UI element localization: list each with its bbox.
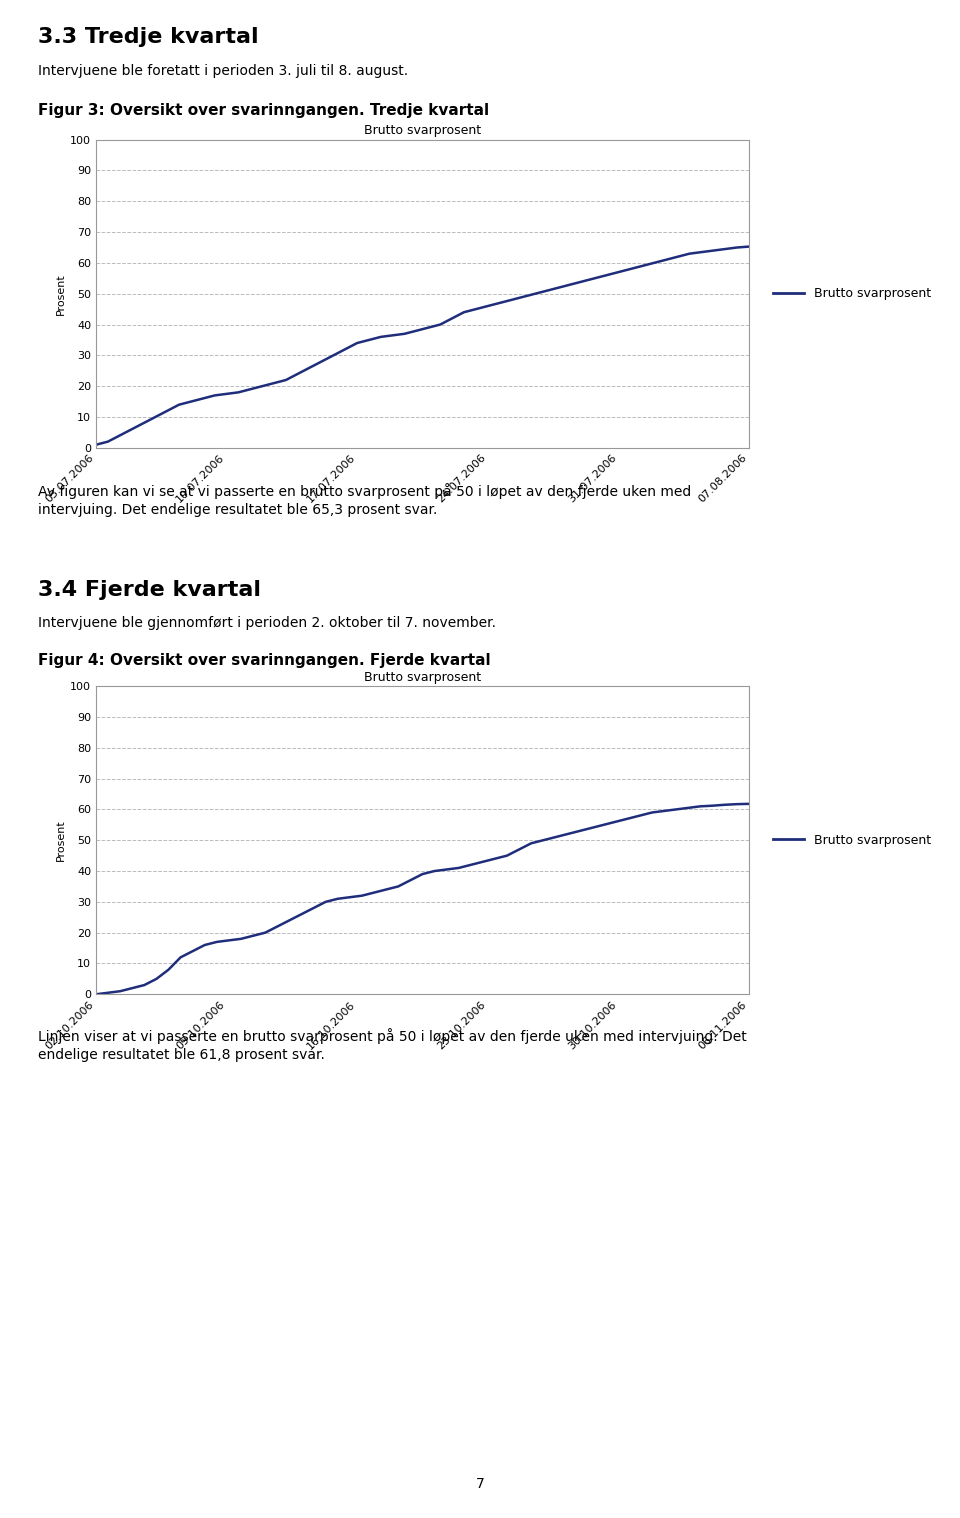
Legend: Brutto svarprosent: Brutto svarprosent [768, 282, 937, 305]
Text: 3.3 Tredje kvartal: 3.3 Tredje kvartal [38, 27, 259, 47]
Title: Brutto svarprosent: Brutto svarprosent [364, 124, 481, 137]
Text: 3.4 Fjerde kvartal: 3.4 Fjerde kvartal [38, 580, 261, 600]
Y-axis label: Prosent: Prosent [56, 820, 66, 861]
Legend: Brutto svarprosent: Brutto svarprosent [768, 829, 937, 852]
Text: Figur 4: Oversikt over svarinngangen. Fjerde kvartal: Figur 4: Oversikt over svarinngangen. Fj… [38, 653, 491, 668]
Y-axis label: Prosent: Prosent [56, 273, 66, 314]
Title: Brutto svarprosent: Brutto svarprosent [364, 671, 481, 683]
Text: 7: 7 [475, 1477, 485, 1491]
Text: Intervjuene ble gjennomført i perioden 2. oktober til 7. november.: Intervjuene ble gjennomført i perioden 2… [38, 616, 496, 630]
Text: Figur 3: Oversikt over svarinngangen. Tredje kvartal: Figur 3: Oversikt over svarinngangen. Tr… [38, 103, 490, 118]
Text: Intervjuene ble foretatt i perioden 3. juli til 8. august.: Intervjuene ble foretatt i perioden 3. j… [38, 64, 409, 77]
Text: Av figuren kan vi se at vi passerte en brutto svarprosent på 50 i løpet av den f: Av figuren kan vi se at vi passerte en b… [38, 483, 691, 518]
Text: Linjen viser at vi passerte en brutto svarprosent på 50 i løpet av den fjerde uk: Linjen viser at vi passerte en brutto sv… [38, 1028, 747, 1063]
